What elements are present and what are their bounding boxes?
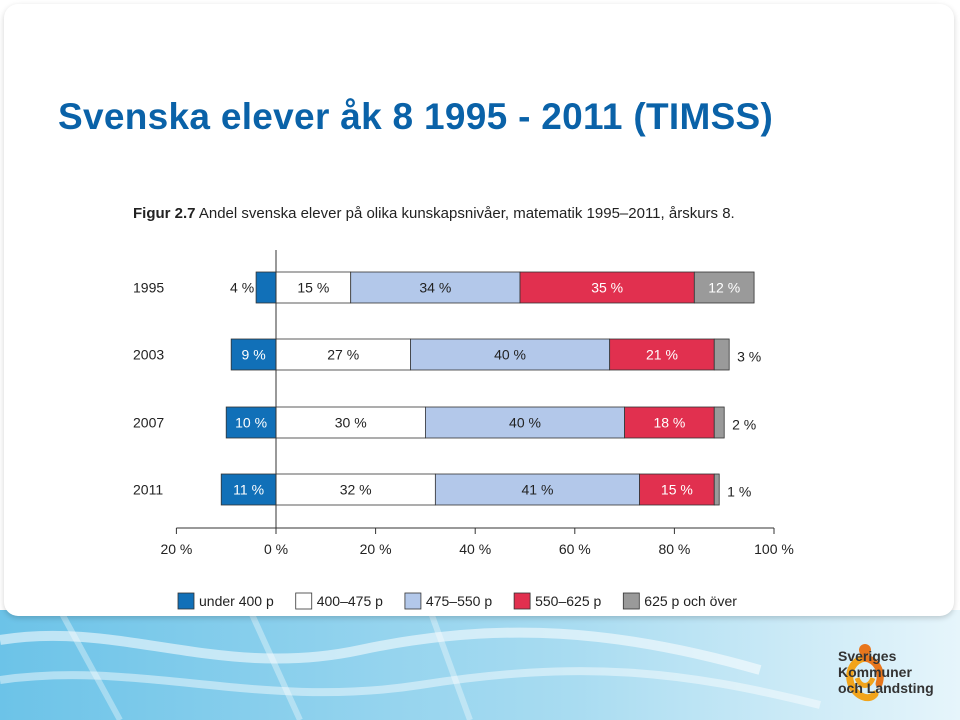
- category-label: 2011: [133, 482, 163, 498]
- category-label: 2007: [133, 415, 164, 431]
- figure-caption-text: Andel svenska elever på olika kunskapsni…: [198, 205, 735, 222]
- bar-550-625-p: [609, 338, 715, 371]
- legend-swatch: [513, 592, 531, 610]
- x-tick-label: 0 %: [264, 541, 288, 557]
- data-label: 4 %: [230, 280, 254, 296]
- data-label: 3 %: [737, 349, 761, 365]
- legend-label: 550–625 p: [535, 593, 601, 609]
- bar-625-p-och-ver: [713, 338, 730, 371]
- data-label: 12 %: [708, 280, 740, 296]
- legend-label: 475–550 p: [426, 593, 492, 609]
- x-tick-label: 20 %: [160, 541, 192, 557]
- x-tick-label: 80 %: [658, 541, 690, 557]
- data-label: 32 %: [340, 482, 372, 498]
- legend-label: 400–475 p: [317, 593, 383, 609]
- data-label: 10 %: [235, 415, 267, 431]
- data-label: 15 %: [297, 280, 329, 296]
- bar-400-475-p: [275, 338, 411, 371]
- bar-475-550-p: [410, 338, 611, 371]
- data-label: 15 %: [661, 482, 693, 498]
- category-label: 1995: [133, 280, 164, 296]
- bottom-decoration: [0, 610, 960, 720]
- skl-logo-mark: [846, 644, 884, 702]
- bar-475-550-p: [350, 271, 521, 304]
- logo-line: Sveriges: [838, 648, 897, 664]
- figure-label: Figur 2.7: [133, 205, 196, 222]
- bar-under-400: [230, 338, 277, 371]
- legend-swatch: [622, 592, 640, 610]
- data-label: 27 %: [327, 347, 359, 363]
- bar-400-475-p: [275, 406, 426, 439]
- x-tick-label: 60 %: [559, 541, 591, 557]
- data-label: 9 %: [242, 347, 266, 363]
- legend-label: under 400 p: [199, 593, 274, 609]
- bar-under-400: [225, 406, 277, 439]
- data-label: 30 %: [335, 415, 367, 431]
- legend-swatch: [404, 592, 422, 610]
- bar-550-625-p: [519, 271, 695, 304]
- bar-400-475-p: [275, 473, 436, 506]
- bar-625-p-och-ver: [713, 406, 725, 439]
- data-label: 40 %: [509, 415, 541, 431]
- legend-swatch: [177, 592, 195, 610]
- bar-625-p-och-ver: [713, 473, 720, 506]
- legend-swatch: [295, 592, 313, 610]
- bar-475-550-p: [424, 406, 625, 439]
- data-label: 21 %: [646, 347, 678, 363]
- logo-line: och Landsting: [838, 680, 934, 696]
- data-label: 34 %: [419, 280, 451, 296]
- bar-under-400: [220, 473, 277, 506]
- slide-title: Svenska elever åk 8 1995 - 2011 (TIMSS): [58, 96, 774, 137]
- x-tick-label: 100 %: [754, 541, 794, 557]
- x-tick-label: 40 %: [459, 541, 491, 557]
- data-label: 1 %: [727, 484, 751, 500]
- data-label: 2 %: [732, 417, 756, 433]
- data-label: 40 %: [494, 347, 526, 363]
- x-tick-label: 20 %: [360, 541, 392, 557]
- bar-under-400: [255, 271, 277, 304]
- bar-625-p-och-ver: [693, 271, 755, 304]
- data-label: 41 %: [521, 482, 553, 498]
- legend-label: 625 p och över: [644, 593, 737, 609]
- skl-logo-text: Sveriges Kommuner och Landsting: [838, 648, 934, 696]
- bar-475-550-p: [434, 473, 640, 506]
- logo-line: Kommuner: [838, 664, 912, 680]
- data-label: 35 %: [591, 280, 623, 296]
- slide-card: [4, 4, 954, 616]
- bar-550-625-p: [624, 406, 715, 439]
- category-label: 2003: [133, 347, 164, 363]
- data-label: 11 %: [233, 482, 264, 498]
- data-label: 18 %: [653, 415, 685, 431]
- figure-caption: Figur 2.7 Andel svenska elever på olika …: [133, 205, 735, 222]
- bar-400-475-p: [275, 271, 352, 304]
